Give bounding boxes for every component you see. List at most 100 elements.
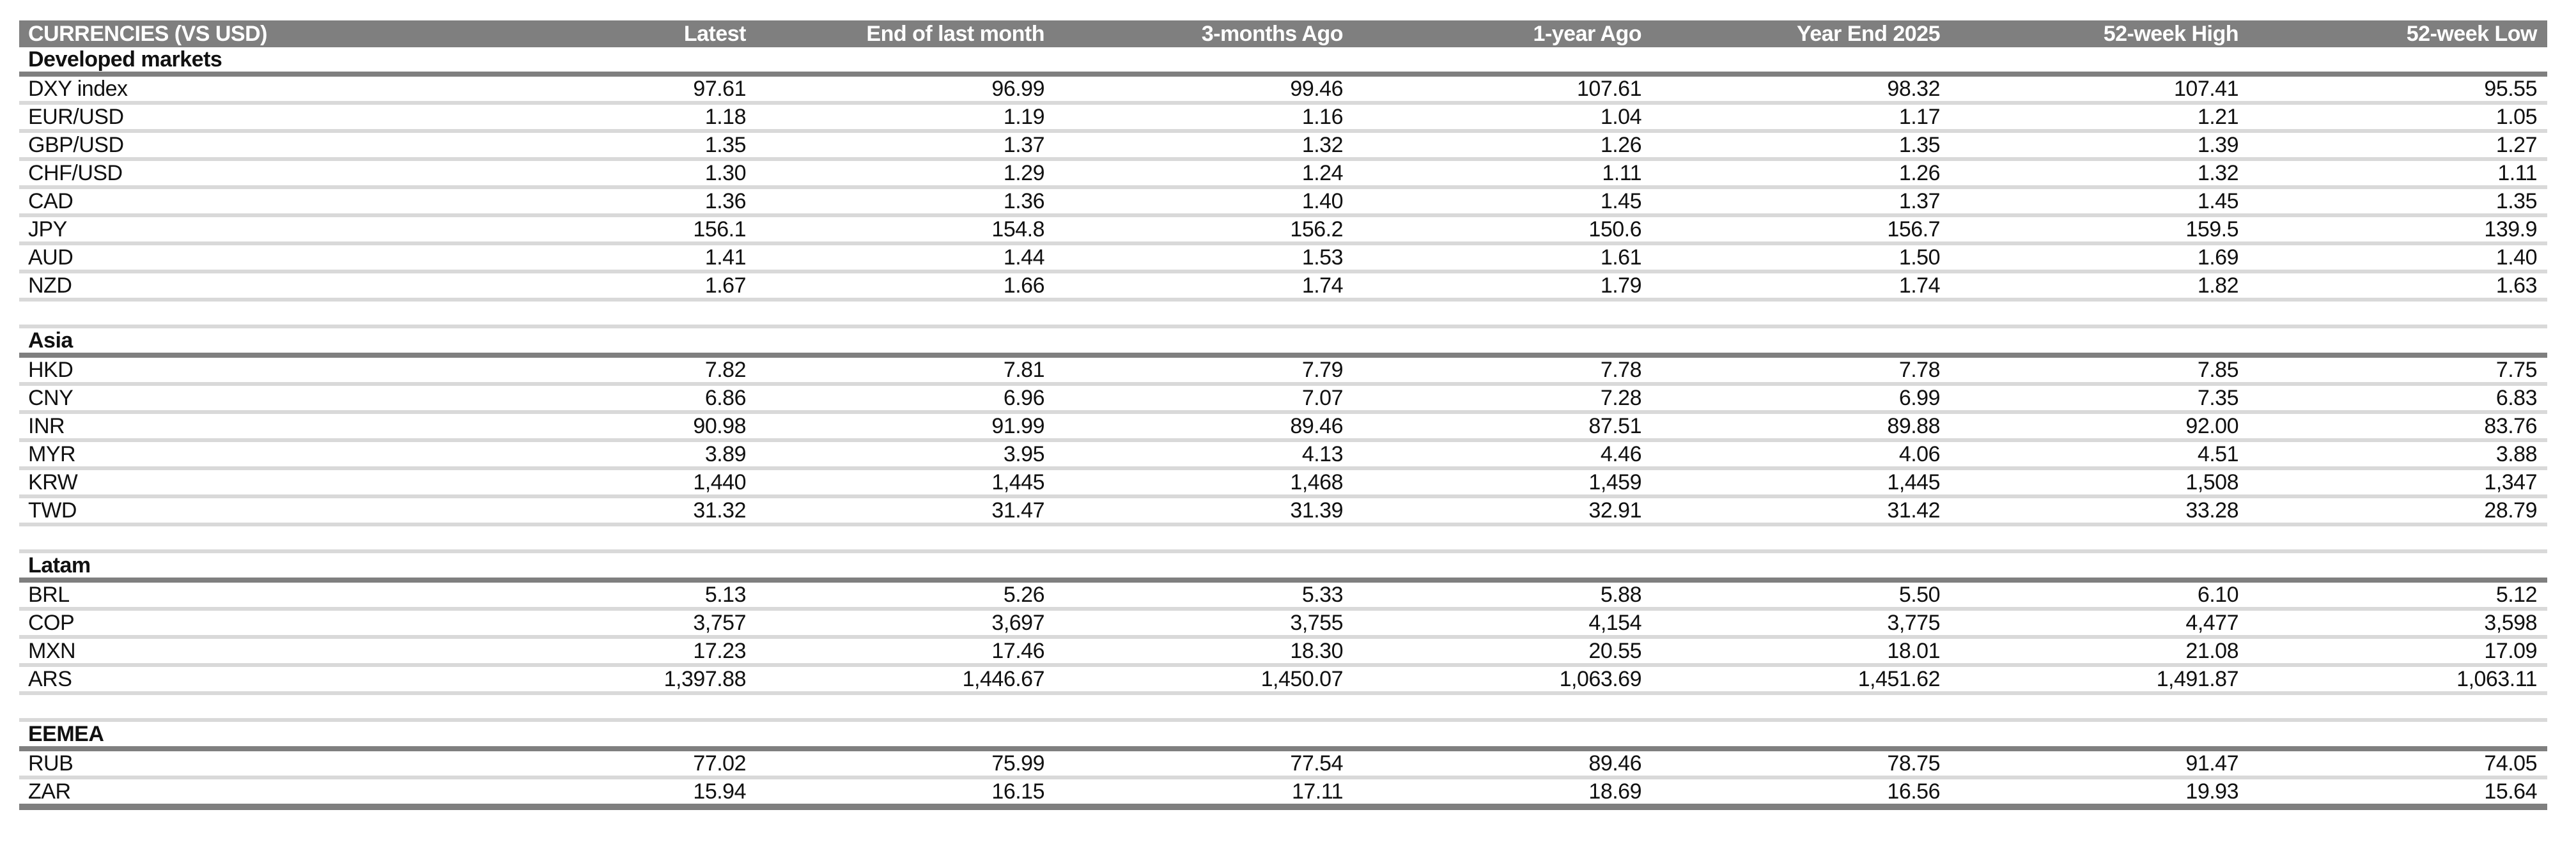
cell-value: 95.55 [2249, 74, 2547, 105]
header-row: CURRENCIES (VS USD) Latest End of last mo… [19, 20, 2547, 47]
table-row: INR 90.98 91.99 89.46 87.51 89.88 92.00 83.76 [19, 412, 2547, 442]
cell-value: 7.07 [1055, 384, 1353, 414]
cell-value: 83.76 [2249, 412, 2547, 442]
cell-value: 5.88 [1353, 580, 1652, 611]
cell-value: 1.30 [458, 159, 756, 189]
cell-value: 1.74 [1652, 272, 1950, 302]
column-header: 1-year Ago [1353, 20, 1652, 47]
cell-value: 18.69 [1353, 777, 1652, 810]
table-row: BRL 5.13 5.26 5.33 5.88 5.50 6.10 5.12 [19, 580, 2547, 611]
row-label: INR [19, 412, 458, 442]
cell-value: 1.45 [1950, 187, 2249, 217]
section-title-row: EEMEA [19, 720, 2547, 751]
section-title: Asia [19, 326, 2547, 358]
cell-value: 5.26 [756, 580, 1055, 611]
cell-value: 92.00 [1950, 412, 2249, 442]
cell-value: 1.61 [1353, 243, 1652, 273]
cell-value: 1.66 [756, 272, 1055, 302]
cell-value: 1.21 [1950, 103, 2249, 133]
section-title-row: Developed markets [19, 47, 2547, 77]
row-label: CAD [19, 187, 458, 217]
cell-value: 31.39 [1055, 496, 1353, 526]
cell-value: 18.01 [1652, 637, 1950, 667]
cell-value: 156.7 [1652, 215, 1950, 245]
cell-value: 1,063.11 [2249, 665, 2547, 695]
row-label: BRL [19, 580, 458, 611]
row-label: ZAR [19, 777, 458, 810]
cell-value: 32.91 [1353, 496, 1652, 526]
table-row: MYR 3.89 3.95 4.13 4.46 4.06 4.51 3.88 [19, 440, 2547, 470]
cell-value: 1.32 [1950, 159, 2249, 189]
cell-value: 4.46 [1353, 440, 1652, 470]
column-header: Year End 2025 [1652, 20, 1950, 47]
cell-value: 139.9 [2249, 215, 2547, 245]
cell-value: 6.10 [1950, 580, 2249, 611]
cell-value: 19.93 [1950, 777, 2249, 810]
cell-value: 3.95 [756, 440, 1055, 470]
cell-value: 1.18 [458, 103, 756, 133]
row-label: CHF/USD [19, 159, 458, 189]
section-title: EEMEA [19, 720, 2547, 751]
cell-value: 1.39 [1950, 131, 2249, 161]
cell-value: 77.54 [1055, 749, 1353, 779]
cell-value: 1,440 [458, 468, 756, 498]
cell-value: 156.2 [1055, 215, 1353, 245]
table-row: EUR/USD 1.18 1.19 1.16 1.04 1.17 1.21 1.05 [19, 103, 2547, 133]
cell-value: 1,397.88 [458, 665, 756, 695]
cell-value: 4.06 [1652, 440, 1950, 470]
section-spacer [19, 300, 2547, 328]
cell-value: 89.88 [1652, 412, 1950, 442]
cell-value: 156.1 [458, 215, 756, 245]
row-label: RUB [19, 749, 458, 779]
cell-value: 7.79 [1055, 355, 1353, 386]
table-row: JPY 156.1 154.8 156.2 150.6 156.7 159.5 139.9 [19, 215, 2547, 245]
cell-value: 1.26 [1652, 159, 1950, 189]
column-header: Latest [458, 20, 756, 47]
row-label: HKD [19, 355, 458, 386]
cell-value: 1.69 [1950, 243, 2249, 273]
cell-value: 1.27 [2249, 131, 2547, 161]
cell-value: 1.37 [756, 131, 1055, 161]
cell-value: 1.36 [756, 187, 1055, 217]
row-label: COP [19, 609, 458, 639]
table-title: CURRENCIES (VS USD) [19, 20, 458, 47]
cell-value: 1.35 [2249, 187, 2547, 217]
cell-value: 20.55 [1353, 637, 1652, 667]
cell-value: 154.8 [756, 215, 1055, 245]
table-row: TWD 31.32 31.47 31.39 32.91 31.42 33.28 28.79 [19, 496, 2547, 526]
cell-value: 5.33 [1055, 580, 1353, 611]
cell-value: 97.61 [458, 74, 756, 105]
cell-value: 5.13 [458, 580, 756, 611]
cell-value: 28.79 [2249, 496, 2547, 526]
cell-value: 1.53 [1055, 243, 1353, 273]
cell-value: 33.28 [1950, 496, 2249, 526]
cell-value: 31.47 [756, 496, 1055, 526]
cell-value: 89.46 [1055, 412, 1353, 442]
table-row: ZAR 15.94 16.15 17.11 18.69 16.56 19.93 15.64 [19, 777, 2547, 810]
section-spacer [19, 693, 2547, 722]
cell-value: 5.12 [2249, 580, 2547, 611]
cell-value: 1.17 [1652, 103, 1950, 133]
cell-value: 1,450.07 [1055, 665, 1353, 695]
cell-value: 89.46 [1353, 749, 1652, 779]
table-row: HKD 7.82 7.81 7.79 7.78 7.78 7.85 7.75 [19, 355, 2547, 386]
table-row: CHF/USD 1.30 1.29 1.24 1.11 1.26 1.32 1.11 [19, 159, 2547, 189]
row-label: GBP/USD [19, 131, 458, 161]
cell-value: 3,697 [756, 609, 1055, 639]
cell-value: 3,755 [1055, 609, 1353, 639]
cell-value: 91.99 [756, 412, 1055, 442]
table-row: ARS 1,397.88 1,446.67 1,450.07 1,063.69 1,451… [19, 665, 2547, 695]
cell-value: 6.86 [458, 384, 756, 414]
column-header: 3-months Ago [1055, 20, 1353, 47]
cell-value: 1.05 [2249, 103, 2547, 133]
cell-value: 96.99 [756, 74, 1055, 105]
table-row: RUB 77.02 75.99 77.54 89.46 78.75 91.47 74.05 [19, 749, 2547, 779]
cell-value: 1.40 [1055, 187, 1353, 217]
row-label: JPY [19, 215, 458, 245]
cell-value: 3,775 [1652, 609, 1950, 639]
cell-value: 1,446.67 [756, 665, 1055, 695]
cell-value: 4,477 [1950, 609, 2249, 639]
cell-value: 1.50 [1652, 243, 1950, 273]
row-label: ARS [19, 665, 458, 695]
cell-value: 4.51 [1950, 440, 2249, 470]
